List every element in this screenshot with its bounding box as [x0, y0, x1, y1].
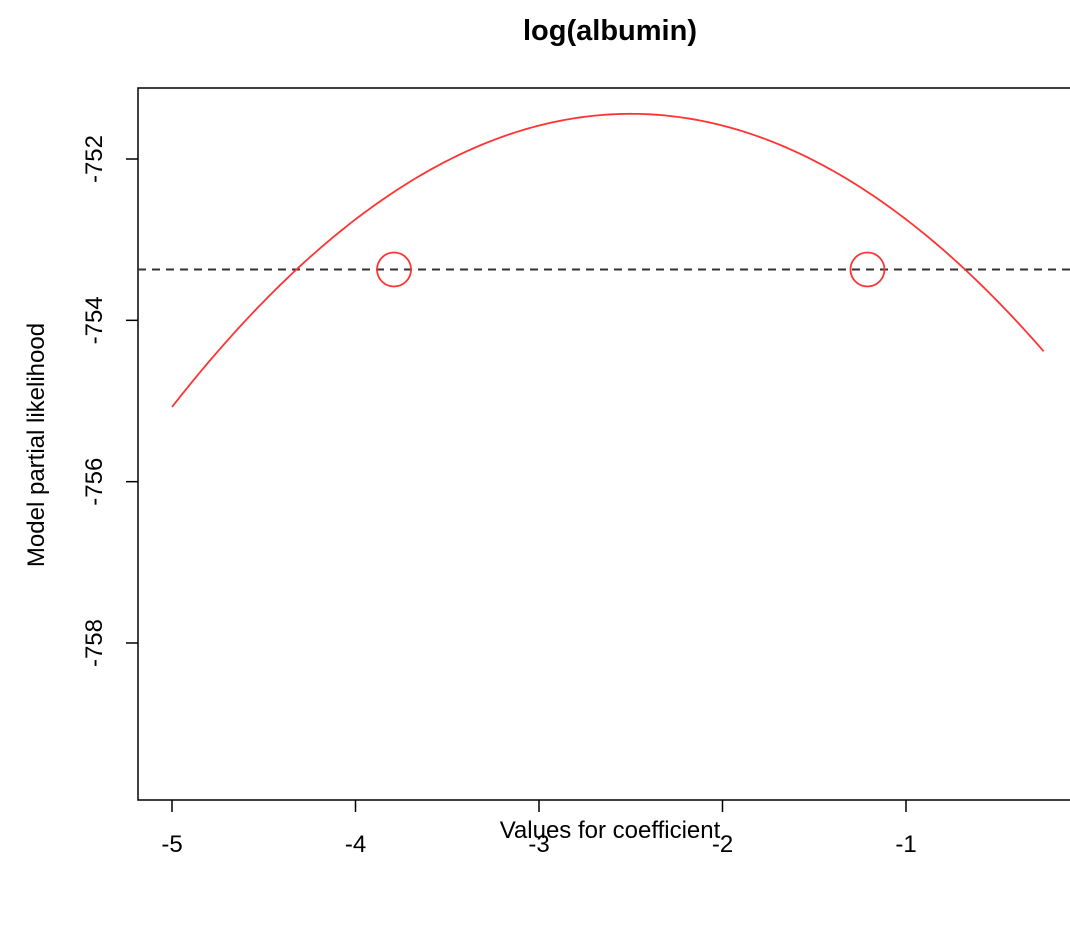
chart-title: log(albumin)	[523, 15, 697, 47]
likelihood-curve-series	[171, 112, 1045, 408]
intersection-marker	[376, 251, 412, 288]
y-tick-label: -756	[81, 458, 108, 506]
y-tick-label: -758	[81, 619, 108, 667]
x-tick-label: -3	[528, 831, 549, 858]
y-tick-label: -754	[81, 296, 108, 344]
x-tick-label: -4	[345, 831, 366, 858]
plot-area: -5 -4 -3 -2 -1 -752 -754 -756 -758	[81, 87, 1070, 858]
x-tick-label: -2	[712, 831, 733, 858]
x-tick-label: -1	[895, 831, 916, 858]
intersection-marker	[849, 251, 886, 288]
plot-frame	[137, 87, 1070, 801]
x-axis-title: Values for coefficient	[500, 817, 721, 844]
y-tick-label: -752	[81, 135, 108, 183]
y-axis-title: Model partial likelihood	[23, 323, 50, 567]
x-tick-label: -5	[161, 831, 182, 858]
